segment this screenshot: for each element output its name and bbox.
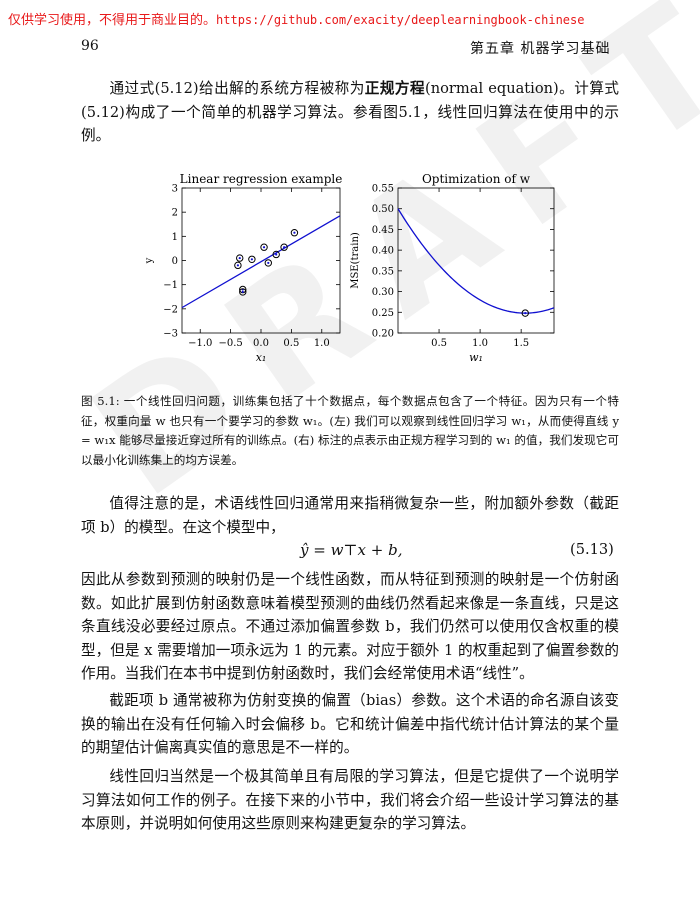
equation-number: (5.13) (570, 541, 614, 558)
x-axis-label: x₁ (256, 351, 267, 364)
data-point-center (293, 231, 296, 234)
data-point (264, 259, 272, 267)
y-axis-label: MSE(train) (350, 232, 361, 289)
data-point-center (238, 256, 241, 260)
page-number: 96 (81, 38, 99, 54)
watermark-notice: 仅供学习使用，不得用于商业目的。https://github.com/exaci… (8, 9, 584, 28)
optimum-point-center (524, 312, 527, 315)
bias-intro-text: 值得注意的是，术语线性回归通常用来指稍微复杂一些，附加额外参数（截距项 b）的模… (81, 495, 619, 536)
paragraph-bias-intro: 值得注意的是，术语线性回归通常用来指稍微复杂一些，附加额外参数（截距项 b）的模… (81, 492, 619, 539)
data-point (260, 243, 268, 251)
conclusion-text: 线性回归当然是一个极其简单且有局限的学习算法，但是它提供了一个说明学习算法如何工… (81, 768, 619, 832)
x-tick-label: 0.5 (431, 338, 447, 349)
data-point (239, 288, 247, 296)
x-tick-label: 0.5 (283, 338, 299, 349)
data-point (280, 243, 288, 251)
y-tick-label: 0.40 (372, 246, 394, 257)
paragraph-bias-term: 截距项 b 通常被称为仿射变换的偏置（bias）参数。这个术语的命名源自该变换的… (81, 689, 619, 760)
y-tick-label: 0.45 (372, 225, 394, 236)
data-point-center (250, 258, 253, 261)
x-tick-label: −1.0 (188, 338, 212, 349)
y-tick-label: 0.35 (372, 266, 394, 277)
data-point (290, 229, 299, 237)
watermark-url[interactable]: https://github.com/exacity/deeplearningb… (216, 13, 585, 27)
data-point-center (241, 290, 244, 294)
equation-5-13: ŷ = w⊤x + b, (300, 541, 403, 559)
bias-term-text: 截距项 b 通常被称为仿射变换的偏置（bias）参数。这个术语的命名源自该变换的… (81, 692, 619, 756)
y-tick-label: 3 (172, 184, 178, 195)
figure-caption: 图 5.1: 一个线性回归问题，训练集包括了十个数据点，每个数据点包含了一个特征… (81, 394, 619, 467)
data-point-center (267, 261, 270, 265)
y-tick-label: 0.30 (372, 287, 394, 298)
x-tick-label: 1.0 (472, 338, 488, 349)
data-point-center (275, 253, 278, 256)
running-head: 第五章 机器学习基础 (470, 41, 611, 57)
y-tick-label: 2 (172, 208, 178, 219)
y-tick-label: −3 (163, 329, 178, 340)
data-point (272, 250, 280, 259)
data-point (236, 254, 244, 262)
chart-optimization: 0.5 1.0 1.5 0.20 0.25 0.30 0.35 0.40 0.45 0.50 0.5… (350, 172, 555, 364)
y-tick-label: 0.50 (372, 204, 394, 215)
optimum-point (521, 309, 529, 317)
y-tick-label: 1 (172, 232, 178, 243)
chart-title: Optimization of w (422, 172, 531, 186)
intro-text-a: 通过式(5.12)给出解的系统方程被称为 (109, 80, 365, 97)
intro-text-b: (normal equation)。计算式(5.12)构成了一个简单的机器学习算… (81, 80, 619, 144)
x-tick-label: 1.0 (314, 338, 330, 349)
y-tick-label: 0.25 (372, 308, 394, 319)
y-axis-label: y (144, 257, 155, 264)
chart-title: Linear regression example (180, 172, 343, 186)
y-tick-label: 0.55 (372, 184, 394, 195)
mse-curve (397, 208, 555, 314)
plot-frame (397, 187, 555, 334)
plot-frame (181, 187, 341, 334)
x-axis-label: w₁ (469, 351, 483, 364)
data-point-center (282, 246, 286, 249)
y-tick-label: 0.20 (372, 329, 394, 340)
x-tick-label: 0.0 (253, 338, 269, 349)
intro-paragraph: 通过式(5.12)给出解的系统方程被称为正规方程(normal equation… (81, 77, 619, 148)
normal-equation-term: 正规方程 (364, 80, 426, 97)
y-tick-label: −2 (163, 304, 178, 315)
data-point-center (262, 246, 266, 249)
data-point (248, 255, 256, 263)
affine-text: 因此从参数到预测的映射仍是一个线性函数，而从特征到预测的映射是一个仿射函数。如此… (81, 571, 619, 682)
x-tick-label: 1.5 (513, 338, 529, 349)
y-tick-label: −1 (163, 280, 178, 291)
data-point (234, 261, 242, 270)
fit-line (181, 215, 341, 309)
paragraph-conclusion: 线性回归当然是一个极其简单且有局限的学习算法，但是它提供了一个说明学习算法如何工… (81, 765, 619, 836)
data-point-center (236, 264, 240, 267)
x-tick-label: −0.5 (218, 338, 242, 349)
watermark-text: 仅供学习使用，不得用于商业目的。 (8, 13, 217, 28)
paragraph-affine: 因此从参数到预测的映射仍是一个线性函数，而从特征到预测的映射是一个仿射函数。如此… (81, 568, 619, 686)
y-tick-label: 0 (172, 256, 178, 267)
